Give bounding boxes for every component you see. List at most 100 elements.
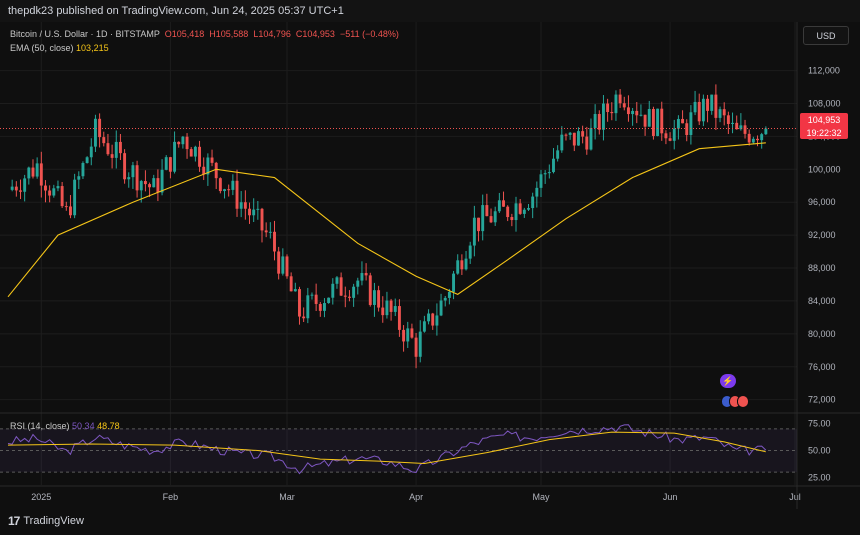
candle-body bbox=[310, 294, 314, 296]
candle-body bbox=[306, 295, 310, 319]
candle-body bbox=[98, 118, 102, 138]
x-tick-label: Apr bbox=[409, 492, 423, 502]
us-events-icon[interactable] bbox=[721, 395, 749, 408]
candle-body bbox=[518, 203, 522, 214]
candle-body bbox=[564, 134, 568, 136]
candle-body bbox=[456, 260, 460, 274]
symbol-title[interactable]: Bitcoin / U.S. Dollar · 1D · BITSTAMP bbox=[10, 29, 160, 39]
y-tick-label: 76,000 bbox=[808, 362, 836, 372]
candle-body bbox=[93, 118, 97, 147]
candle-body bbox=[331, 283, 335, 298]
rsi-tick-label: 25.00 bbox=[808, 473, 831, 483]
candle-body bbox=[239, 202, 243, 209]
candle-body bbox=[568, 132, 572, 135]
candle-body bbox=[422, 321, 426, 332]
tradingview-logo[interactable]: 17 TradingView bbox=[8, 514, 84, 528]
brand-name: TradingView bbox=[23, 515, 84, 527]
candle-body bbox=[560, 134, 564, 151]
candle-body bbox=[585, 136, 589, 150]
candle-body bbox=[64, 206, 68, 208]
candle-body bbox=[223, 189, 226, 192]
candle-body bbox=[35, 163, 39, 177]
candle-body bbox=[372, 290, 376, 305]
candle-body bbox=[123, 153, 127, 180]
candle-body bbox=[656, 108, 660, 136]
candle-body bbox=[302, 316, 306, 319]
candle-body bbox=[606, 103, 610, 113]
candle-body bbox=[364, 273, 368, 276]
rsi-ma-line bbox=[7, 431, 766, 465]
candle-body bbox=[464, 258, 468, 270]
candle-body bbox=[543, 173, 547, 175]
price-chart[interactable]: 112,000108,000104,000100,00096,00092,000… bbox=[0, 22, 860, 509]
candle-body bbox=[626, 107, 630, 115]
x-tick-label: May bbox=[532, 492, 550, 502]
candle-body bbox=[385, 300, 389, 316]
candle-body bbox=[260, 208, 264, 231]
candle-body bbox=[647, 109, 651, 127]
candle-body bbox=[27, 167, 31, 179]
symbol-legend: Bitcoin / U.S. Dollar · 1D · BITSTAMP O1… bbox=[10, 29, 399, 39]
candle-body bbox=[31, 167, 35, 177]
candle-body bbox=[368, 275, 372, 305]
y-tick-label: 72,000 bbox=[808, 395, 836, 405]
candle-body bbox=[735, 122, 739, 130]
lightning-icon[interactable]: ⚡ bbox=[720, 374, 736, 388]
candle-body bbox=[356, 280, 360, 287]
candle-body bbox=[52, 188, 56, 196]
ema-value: 103,215 bbox=[76, 43, 109, 53]
candle-body bbox=[127, 177, 131, 180]
candle-body bbox=[214, 162, 218, 179]
candle-body bbox=[535, 187, 539, 197]
candle-body bbox=[268, 231, 272, 233]
candle-body bbox=[672, 128, 676, 141]
candle-body bbox=[681, 118, 685, 124]
candle-body bbox=[343, 295, 347, 297]
candle-body bbox=[527, 208, 530, 210]
candle-body bbox=[572, 132, 576, 146]
ema-legend[interactable]: EMA (50, close) 103,215 bbox=[10, 43, 109, 53]
candle-body bbox=[285, 256, 289, 277]
rsi-legend[interactable]: RSI (14, close) 50.34 48.78 bbox=[10, 421, 120, 431]
candle-body bbox=[360, 273, 364, 281]
candle-body bbox=[510, 217, 514, 221]
chart-area[interactable]: 112,000108,000104,000100,00096,00092,000… bbox=[0, 22, 860, 509]
candle-body bbox=[243, 202, 247, 209]
candle-body bbox=[73, 179, 77, 216]
candle-body bbox=[601, 103, 605, 130]
candle-body bbox=[393, 306, 397, 312]
candle-body bbox=[335, 277, 339, 284]
y-tick-label: 112,000 bbox=[808, 66, 840, 76]
candle-body bbox=[593, 114, 597, 128]
candle-body bbox=[56, 186, 60, 189]
candle-body bbox=[102, 137, 106, 144]
bar-countdown: 19:22:32 bbox=[806, 128, 842, 138]
candle-body bbox=[418, 331, 422, 357]
candle-body bbox=[77, 176, 81, 180]
candle-body bbox=[676, 118, 680, 129]
ohlc-open: O105,418 bbox=[164, 29, 205, 39]
candle-body bbox=[635, 110, 639, 116]
candle-body bbox=[460, 260, 464, 270]
candle-body bbox=[110, 154, 114, 158]
footer-bar bbox=[0, 509, 860, 535]
candle-body bbox=[618, 94, 622, 104]
candle-body bbox=[477, 217, 480, 232]
candle-body bbox=[614, 94, 618, 114]
candle-body bbox=[447, 291, 451, 298]
candle-body bbox=[39, 163, 43, 186]
candle-body bbox=[414, 337, 418, 357]
candle-body bbox=[722, 109, 726, 116]
x-tick-label: Jun bbox=[663, 492, 678, 502]
candle-body bbox=[248, 208, 251, 216]
candle-body bbox=[581, 131, 585, 137]
candle-body bbox=[756, 138, 759, 141]
candle-body bbox=[493, 211, 497, 223]
candle-body bbox=[206, 157, 210, 175]
x-tick-label: Feb bbox=[163, 492, 179, 502]
candle-body bbox=[323, 303, 326, 311]
currency-button[interactable]: USD bbox=[803, 26, 849, 45]
candle-body bbox=[506, 206, 510, 218]
candle-body bbox=[668, 138, 672, 141]
candle-body bbox=[273, 231, 276, 252]
